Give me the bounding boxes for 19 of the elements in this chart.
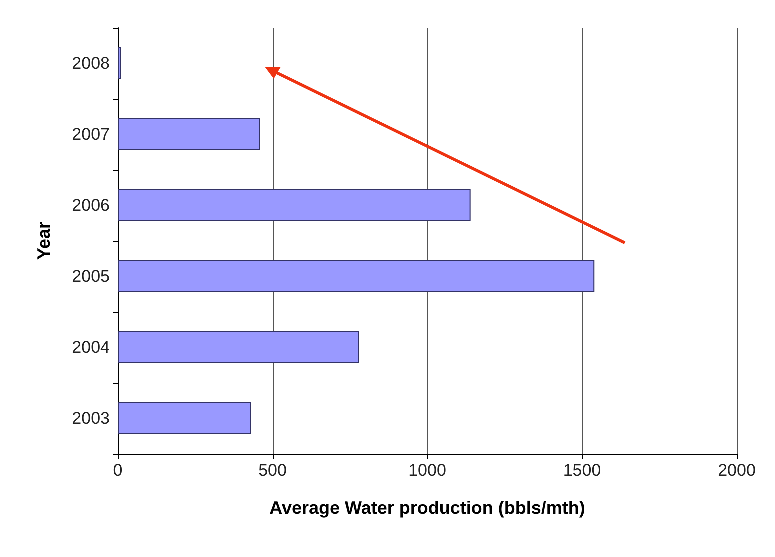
y-tick-label: 2006: [72, 196, 110, 215]
y-tick-label: 2007: [72, 125, 110, 144]
bar: [118, 48, 122, 80]
y-axis-title: Year: [34, 222, 54, 260]
y-tick-label: 2005: [72, 267, 110, 286]
x-tick-label: 1000: [408, 461, 446, 480]
y-tick-label: 2008: [72, 54, 110, 73]
bar: [118, 332, 360, 364]
y-tick-label: 2003: [72, 409, 110, 428]
bar: [118, 190, 471, 222]
x-axis-title: Average Water production (bbls/mth): [270, 498, 586, 518]
x-tick-label: 500: [258, 461, 287, 480]
x-tick-label: 0: [113, 461, 123, 480]
bar: [118, 118, 260, 150]
y-tick-label: 2004: [72, 338, 110, 357]
bar: [118, 402, 252, 434]
x-tick-label: 2000: [718, 461, 756, 480]
bar: [118, 260, 595, 292]
x-tick-label: 1500: [563, 461, 602, 480]
